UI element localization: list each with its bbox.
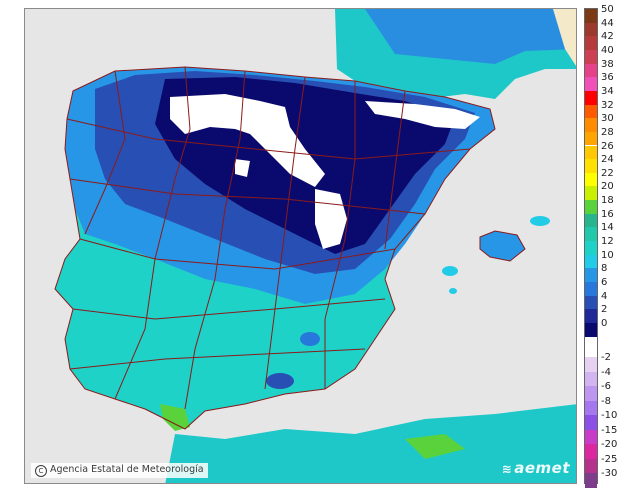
legend-tick-label: 36 <box>601 72 614 84</box>
legend-tick-label: 28 <box>601 126 614 138</box>
legend-tick-label: 8 <box>601 263 608 275</box>
legend-swatch <box>585 295 597 310</box>
france-interior <box>365 9 576 64</box>
legend-tick-label: 32 <box>601 99 614 111</box>
legend-swatch <box>585 104 597 119</box>
legend-swatch <box>585 213 597 228</box>
legend-tick-label: -8 <box>601 395 611 407</box>
map-canvas <box>25 9 576 483</box>
legend-tick-label: -20 <box>601 439 618 450</box>
legend-swatch <box>585 386 597 401</box>
menorca <box>530 216 550 226</box>
formentera <box>449 288 457 294</box>
legend-tick-label: 18 <box>601 195 614 207</box>
legend-swatch <box>585 36 597 50</box>
legend-swatch <box>585 458 597 473</box>
africa-land <box>165 404 576 483</box>
legend-tick-label: 26 <box>601 140 614 152</box>
legend-swatch <box>585 322 597 337</box>
legend-tick-label: 24 <box>601 154 614 166</box>
legend-tick-label: -6 <box>601 381 611 392</box>
legend-swatch <box>585 63 597 78</box>
legend-tick-label: 14 <box>601 222 614 234</box>
legend-swatch <box>585 77 597 91</box>
legend-swatch <box>585 118 597 132</box>
legend-tick-label: 10 <box>601 249 614 261</box>
credit-text: Agencia Estatal de Meteorología <box>50 464 204 475</box>
legend-tick-label: -2 <box>601 352 611 363</box>
legend-tick-label: -30 <box>601 468 618 479</box>
coast-warm-patch <box>160 404 190 431</box>
legend-tick-label: 50 <box>601 4 614 15</box>
legend-swatch <box>585 473 597 488</box>
legend-swatch <box>585 145 597 160</box>
legend-swatch <box>585 90 597 105</box>
legend-swatch <box>585 22 597 37</box>
legend-tick-label: 4 <box>601 290 608 302</box>
credit-label: C Agencia Estatal de Meteorología <box>31 463 208 478</box>
legend-swatch <box>585 131 597 146</box>
color-legend <box>584 8 598 488</box>
legend-swatch <box>585 227 597 242</box>
legend-swatch <box>585 241 597 255</box>
legend-tick-label: 16 <box>601 208 614 220</box>
legend-tick-label: 0 <box>601 317 608 329</box>
snow-patch-north <box>170 94 325 187</box>
legend-swatch <box>585 254 597 269</box>
legend-tick-label: -10 <box>601 410 618 421</box>
legend-tick-label: 40 <box>601 44 614 56</box>
italy-edge <box>553 9 576 66</box>
legend-tick-label: 30 <box>601 113 614 125</box>
copyright-icon: C <box>35 465 47 477</box>
legend-tick-label: 34 <box>601 85 614 97</box>
sierra-nevada-cold <box>266 373 294 389</box>
africa-warm-patch <box>405 434 465 459</box>
aemet-logo: ≋ aemet <box>502 459 570 477</box>
legend-swatch <box>585 172 597 187</box>
snow-patch-small <box>235 159 250 177</box>
temperature-map: C Agencia Estatal de Meteorología ≋ aemet <box>24 8 577 484</box>
aemet-logo-text: aemet <box>514 459 570 477</box>
legend-swatch <box>585 309 597 323</box>
legend-tick-label: 12 <box>601 236 614 248</box>
legend-tick-label: 22 <box>601 167 614 179</box>
legend-swatch <box>585 357 597 372</box>
legend-swatch <box>585 429 597 444</box>
sierra-cold-spot <box>300 332 320 346</box>
legend-swatch <box>585 186 597 201</box>
legend-tick-label: 2 <box>601 304 608 316</box>
snow-patch-pyrenees <box>365 101 480 129</box>
ibiza <box>442 266 458 276</box>
legend-swatch <box>585 282 597 296</box>
aemet-swoosh-icon: ≋ <box>501 462 513 476</box>
legend-swatch <box>585 159 597 173</box>
legend-swatch <box>585 200 597 214</box>
legend-swatch <box>585 49 597 64</box>
legend-swatch <box>585 444 597 459</box>
legend-swatch <box>585 9 597 23</box>
legend-swatch <box>585 268 597 282</box>
legend-tick-label: 44 <box>601 17 614 29</box>
legend-swatch <box>585 400 597 415</box>
mallorca <box>480 231 525 261</box>
legend-tick-label: -15 <box>601 424 618 436</box>
legend-tick-label: -4 <box>601 366 611 378</box>
legend-tick-label: 6 <box>601 277 608 288</box>
province-borders <box>54 66 526 430</box>
legend-tick-label: 42 <box>601 31 614 43</box>
snow-patch-iberian <box>315 189 347 249</box>
legend-swatch <box>585 415 597 430</box>
legend-swatch <box>585 371 597 386</box>
legend-tick-label: 20 <box>601 181 614 193</box>
legend-tick-label: -25 <box>601 453 618 465</box>
legend-tick-label: 38 <box>601 58 614 70</box>
